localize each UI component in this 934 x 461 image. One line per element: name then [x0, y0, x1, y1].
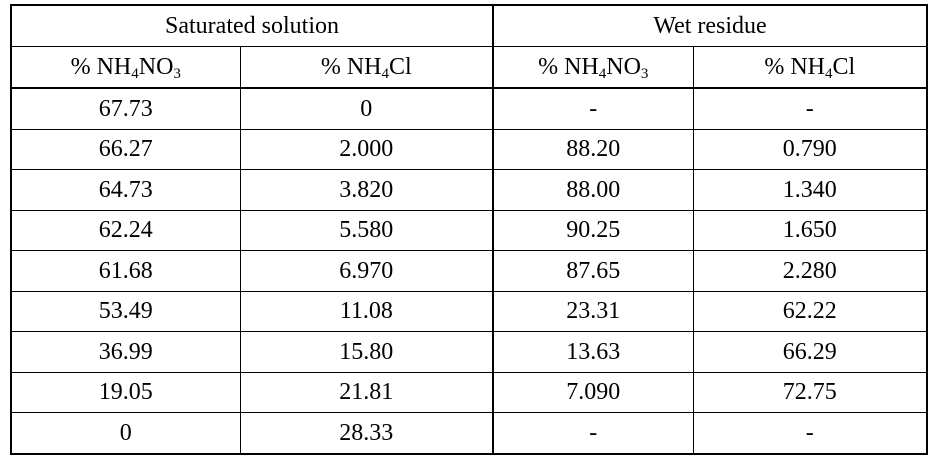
table-cell: 53.49 [10, 290, 241, 332]
table-cell: 66.27 [10, 128, 241, 170]
table-cell: 15.80 [239, 331, 495, 373]
group-header-wet-residue: Wet residue [492, 4, 928, 47]
table-cell: 5.580 [239, 209, 495, 251]
table-cell: 62.24 [10, 209, 241, 251]
column-header-solution-nh4no3: % NH4NO3 [10, 46, 241, 89]
table-row: 0 28.33 - - [10, 412, 928, 454]
table-row: 36.99 15.80 13.63 66.29 [10, 331, 928, 373]
table-row: 64.73 3.820 88.00 1.340 [10, 169, 928, 211]
table-cell: 3.820 [239, 169, 495, 211]
table-cell: 21.81 [239, 371, 495, 413]
table-cell: 23.31 [492, 290, 694, 332]
table-body: 67.73 0 - - 66.27 2.000 88.20 0.790 64.7… [10, 87, 928, 454]
table-cell: 66.29 [692, 331, 928, 373]
table-cell: 0.790 [692, 128, 928, 170]
table-cell: - [692, 87, 928, 130]
table-cell: - [492, 412, 694, 454]
table-cell: 1.650 [692, 209, 928, 251]
table-cell: - [692, 412, 928, 454]
table-row: 19.05 21.81 7.090 72.75 [10, 371, 928, 413]
solubility-table: Saturated solution Wet residue % NH4NO3 … [10, 4, 929, 455]
table-cell: 2.280 [692, 250, 928, 292]
table-cell: 88.20 [492, 128, 694, 170]
table-cell: 87.65 [492, 250, 694, 292]
column-header-solution-nh4cl: % NH4Cl [239, 46, 495, 89]
table-cell: 62.22 [692, 290, 928, 332]
table-row: 67.73 0 - - [10, 87, 928, 130]
table-cell: 72.75 [692, 371, 928, 413]
table-cell: - [492, 87, 694, 130]
table-cell: 6.970 [239, 250, 495, 292]
group-header-row: Saturated solution Wet residue [10, 4, 928, 47]
table-cell: 36.99 [10, 331, 241, 373]
table-row: 61.68 6.970 87.65 2.280 [10, 250, 928, 292]
table-cell: 67.73 [10, 87, 241, 130]
column-header-row: % NH4NO3 % NH4Cl % NH4NO3 % NH4Cl [10, 46, 928, 89]
table-row: 62.24 5.580 90.25 1.650 [10, 209, 928, 251]
table-row: 66.27 2.000 88.20 0.790 [10, 128, 928, 170]
table-cell: 88.00 [492, 169, 694, 211]
table-cell: 28.33 [239, 412, 495, 454]
column-header-residue-nh4cl: % NH4Cl [692, 46, 928, 89]
column-header-residue-nh4no3: % NH4NO3 [492, 46, 694, 89]
table-cell: 0 [239, 87, 495, 130]
table-cell: 1.340 [692, 169, 928, 211]
group-header-saturated-solution: Saturated solution [10, 4, 495, 47]
table-cell: 2.000 [239, 128, 495, 170]
table-cell: 11.08 [239, 290, 495, 332]
table-cell: 61.68 [10, 250, 241, 292]
table-cell: 13.63 [492, 331, 694, 373]
table-cell: 7.090 [492, 371, 694, 413]
table-cell: 0 [10, 412, 241, 454]
table-cell: 90.25 [492, 209, 694, 251]
table-cell: 64.73 [10, 169, 241, 211]
table-cell: 19.05 [10, 371, 241, 413]
table-row: 53.49 11.08 23.31 62.22 [10, 290, 928, 332]
